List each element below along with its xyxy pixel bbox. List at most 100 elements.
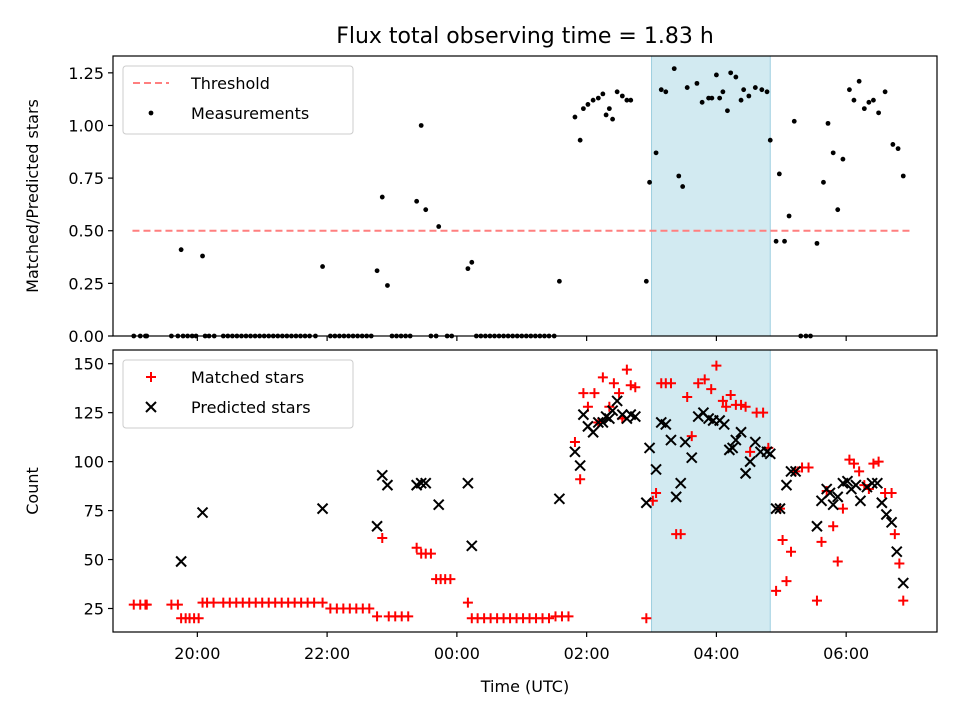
predicted-star-marker xyxy=(371,520,383,532)
measurement-point xyxy=(764,89,770,95)
legend-entry-label: Predicted stars xyxy=(191,398,311,417)
measurement-point xyxy=(776,171,782,177)
matched-star-marker xyxy=(309,597,320,608)
predicted-star-marker xyxy=(854,495,867,507)
y-tick-label: 0.00 xyxy=(68,327,104,346)
matched-star-marker xyxy=(445,574,456,585)
predicted-star-marker xyxy=(764,448,776,460)
matched-star-marker xyxy=(771,585,782,596)
y-tick-label: 0.75 xyxy=(68,169,104,188)
legend-measurement-swatch xyxy=(148,110,154,116)
measurement-point xyxy=(871,97,876,103)
measurement-point xyxy=(643,278,649,284)
measurement-point xyxy=(436,224,442,229)
matched-star-marker xyxy=(208,597,219,608)
measurement-point xyxy=(746,93,752,99)
measurement-point xyxy=(572,114,578,120)
measurement-point xyxy=(720,89,726,95)
legend-entry-label: Matched stars xyxy=(191,368,304,387)
measurement-point xyxy=(469,259,475,265)
measurement-point xyxy=(653,150,659,156)
measurement-point xyxy=(379,194,385,200)
measurement-point xyxy=(556,278,562,284)
matched-star-marker xyxy=(563,611,574,622)
matched-star-marker xyxy=(630,382,641,393)
predicted-star-marker xyxy=(643,442,656,454)
predicted-star-marker xyxy=(606,405,619,417)
matched-star-marker xyxy=(578,388,589,399)
x-tick-label: 00:00 xyxy=(434,644,480,663)
predicted-star-marker xyxy=(650,463,662,476)
measurement-point xyxy=(418,123,424,128)
matched-star-marker xyxy=(816,536,827,547)
measurement-point xyxy=(738,97,744,103)
legend-matched-swatch xyxy=(146,372,156,382)
measurement-point xyxy=(603,112,609,118)
predicted-star-marker xyxy=(789,465,802,478)
matched-star-marker xyxy=(699,374,710,385)
series-predicted-stars xyxy=(175,395,909,589)
predicted-star-marker xyxy=(891,546,903,558)
measurement-point xyxy=(577,137,583,143)
measurement-point xyxy=(200,253,205,259)
y-tick-label: 75 xyxy=(84,502,104,521)
measurement-point xyxy=(610,116,615,122)
predicted-star-marker xyxy=(415,477,427,489)
measurement-point xyxy=(895,146,901,152)
measurement-point xyxy=(728,70,734,76)
y-tick-label: 25 xyxy=(84,600,104,619)
predicted-star-marker xyxy=(569,446,581,458)
matched-star-marker xyxy=(721,401,732,412)
measurement-point xyxy=(628,97,634,103)
measurement-point xyxy=(590,97,596,103)
measurement-point xyxy=(835,207,841,213)
measurement-point xyxy=(374,268,380,274)
legend-box xyxy=(122,359,354,429)
matched-star-marker xyxy=(641,613,652,624)
predicted-star-marker xyxy=(629,410,642,423)
predicted-star-marker xyxy=(574,459,586,472)
matched-star-marker xyxy=(832,556,843,567)
measurement-point xyxy=(782,238,787,244)
predicted-star-marker xyxy=(739,467,752,480)
matched-star-marker xyxy=(462,597,473,608)
predicted-star-marker xyxy=(432,499,445,511)
predicted-star-marker xyxy=(670,491,682,503)
measurement-point xyxy=(663,89,669,95)
y-tick-label: 1.00 xyxy=(68,116,104,135)
measurement-point xyxy=(709,95,715,101)
x-tick-label: 04:00 xyxy=(693,644,739,663)
predicted-star-marker xyxy=(603,412,616,425)
predicted-star-marker xyxy=(577,408,590,421)
predicted-star-marker xyxy=(876,497,888,509)
measurement-point xyxy=(814,240,820,246)
measurement-point xyxy=(658,87,664,93)
predicted-star-marker xyxy=(785,465,797,478)
predicted-star-marker xyxy=(597,416,609,429)
measurement-point xyxy=(585,102,591,107)
x-tick-label: 06:00 xyxy=(823,644,869,663)
y-axis-label: Count xyxy=(23,467,42,515)
measurement-point xyxy=(385,283,390,288)
predicted-star-marker xyxy=(749,436,762,448)
predicted-star-marker xyxy=(462,477,474,489)
y-tick-label: 1.25 xyxy=(68,64,104,83)
measurement-point xyxy=(821,179,826,185)
predicted-star-marker xyxy=(376,469,388,482)
measurement-point xyxy=(465,266,471,272)
predicted-star-marker xyxy=(880,508,893,521)
matched-star-marker xyxy=(886,487,897,498)
predicted-star-marker xyxy=(811,520,823,532)
predicted-star-marker xyxy=(770,502,782,515)
measurement-point xyxy=(759,87,765,93)
measurement-point xyxy=(606,106,612,112)
predicted-star-marker xyxy=(553,493,566,505)
measurement-point xyxy=(671,66,677,72)
measurement-point xyxy=(647,179,652,185)
measurement-point xyxy=(178,247,184,253)
matched-star-marker xyxy=(597,372,608,383)
measurement-point xyxy=(414,198,420,204)
predicted-star-marker xyxy=(675,477,687,489)
predicted-star-marker xyxy=(744,455,756,468)
measurement-point xyxy=(614,89,620,95)
